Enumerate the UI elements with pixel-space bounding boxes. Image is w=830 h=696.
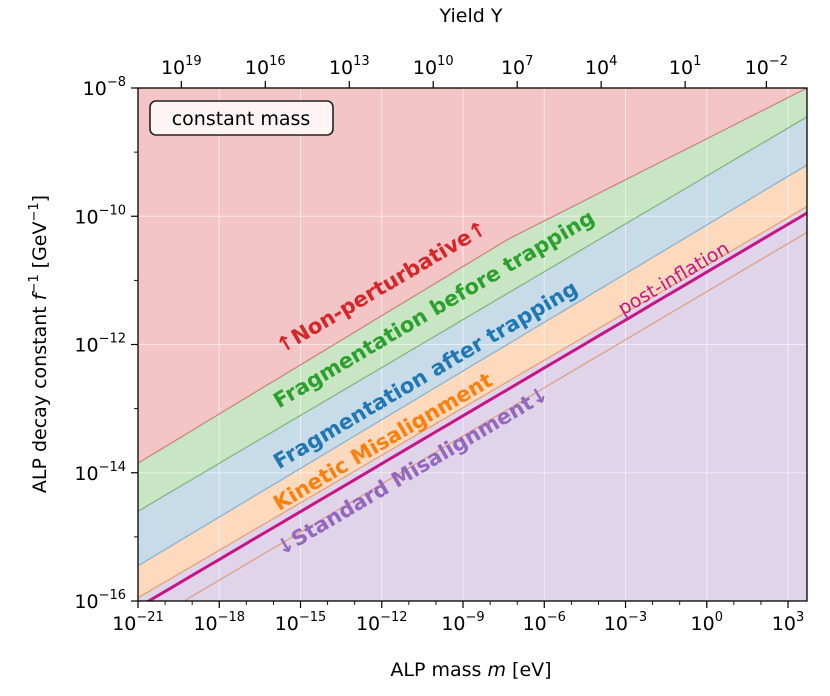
tick-layer: 10−21 10−18 10−15 10−12 10−9 10−6 10−3 100 103 10… bbox=[74, 54, 804, 635]
x-tick-label: 10−15 bbox=[275, 610, 327, 635]
top-tick-label: 107 bbox=[501, 54, 533, 79]
frag-before-boundary-line bbox=[138, 116, 807, 512]
x-axis-title-var: m bbox=[488, 659, 507, 681]
non-perturbative-region bbox=[138, 88, 807, 464]
inset-label: constant mass bbox=[172, 108, 311, 130]
x-axis-title: ALP mass m [eV] bbox=[390, 659, 551, 681]
x-tick-label: 10−18 bbox=[193, 610, 245, 635]
kinetic-boundary-line bbox=[138, 205, 807, 599]
post-inflation-line bbox=[145, 211, 807, 601]
x-tick-label: 10−3 bbox=[604, 610, 647, 635]
boundary-layer bbox=[138, 88, 807, 601]
top-tick-label: 1010 bbox=[413, 54, 454, 79]
inset-box: constant mass bbox=[149, 100, 334, 136]
x-tick-label: 100 bbox=[691, 610, 723, 635]
y-tick-label: 10−14 bbox=[74, 460, 126, 485]
x-axis-title-post: [eV] bbox=[506, 659, 552, 681]
y-axis-title-post: [GeV bbox=[29, 222, 51, 275]
y-axis-title-close: ] bbox=[29, 195, 51, 202]
frag-after-region bbox=[138, 116, 807, 566]
x-tick-label: 10−9 bbox=[441, 610, 484, 635]
grid-layer bbox=[138, 88, 807, 601]
x-tick-label: 103 bbox=[772, 610, 804, 635]
x-tick-label: 10−21 bbox=[112, 610, 164, 635]
top-tick-label: 1019 bbox=[161, 54, 202, 79]
frag-before-region bbox=[138, 88, 807, 512]
kinetic-region bbox=[138, 164, 807, 598]
inset-box-frame bbox=[149, 100, 334, 136]
y-axis-title-unit-exp: −1 bbox=[27, 202, 42, 221]
top-axis-title: Yield Y bbox=[439, 5, 503, 27]
y-tick-label: 10−16 bbox=[74, 588, 126, 613]
x-tick-label: 10−6 bbox=[523, 610, 566, 635]
y-tick-label: 10−10 bbox=[74, 203, 126, 228]
x-tick-label: 10−12 bbox=[356, 610, 408, 635]
region-layer bbox=[138, 88, 807, 601]
y-axis-title-exp: −1 bbox=[27, 274, 42, 293]
y-tick-label: 10−12 bbox=[74, 332, 126, 357]
top-tick-label: 1013 bbox=[329, 54, 370, 79]
top-tick-label: 104 bbox=[585, 54, 617, 79]
top-tick-label: 10−2 bbox=[745, 54, 788, 79]
x-axis-title-pre: ALP mass bbox=[390, 659, 487, 681]
non-perturbative-boundary-line bbox=[138, 88, 807, 464]
y-axis-title: ALP decay constant f−1 [GeV−1] bbox=[27, 195, 51, 493]
y-tick-label: 10−8 bbox=[83, 75, 126, 100]
standard-region bbox=[138, 206, 807, 601]
y-axis-title-pre: ALP decay constant bbox=[29, 300, 51, 493]
frag-after-boundary-line bbox=[138, 164, 807, 567]
y-axis-title-var: f bbox=[29, 290, 51, 300]
top-tick-label: 101 bbox=[669, 54, 701, 79]
standard-boundary-line bbox=[182, 231, 807, 601]
top-tick-label: 1016 bbox=[245, 54, 286, 79]
